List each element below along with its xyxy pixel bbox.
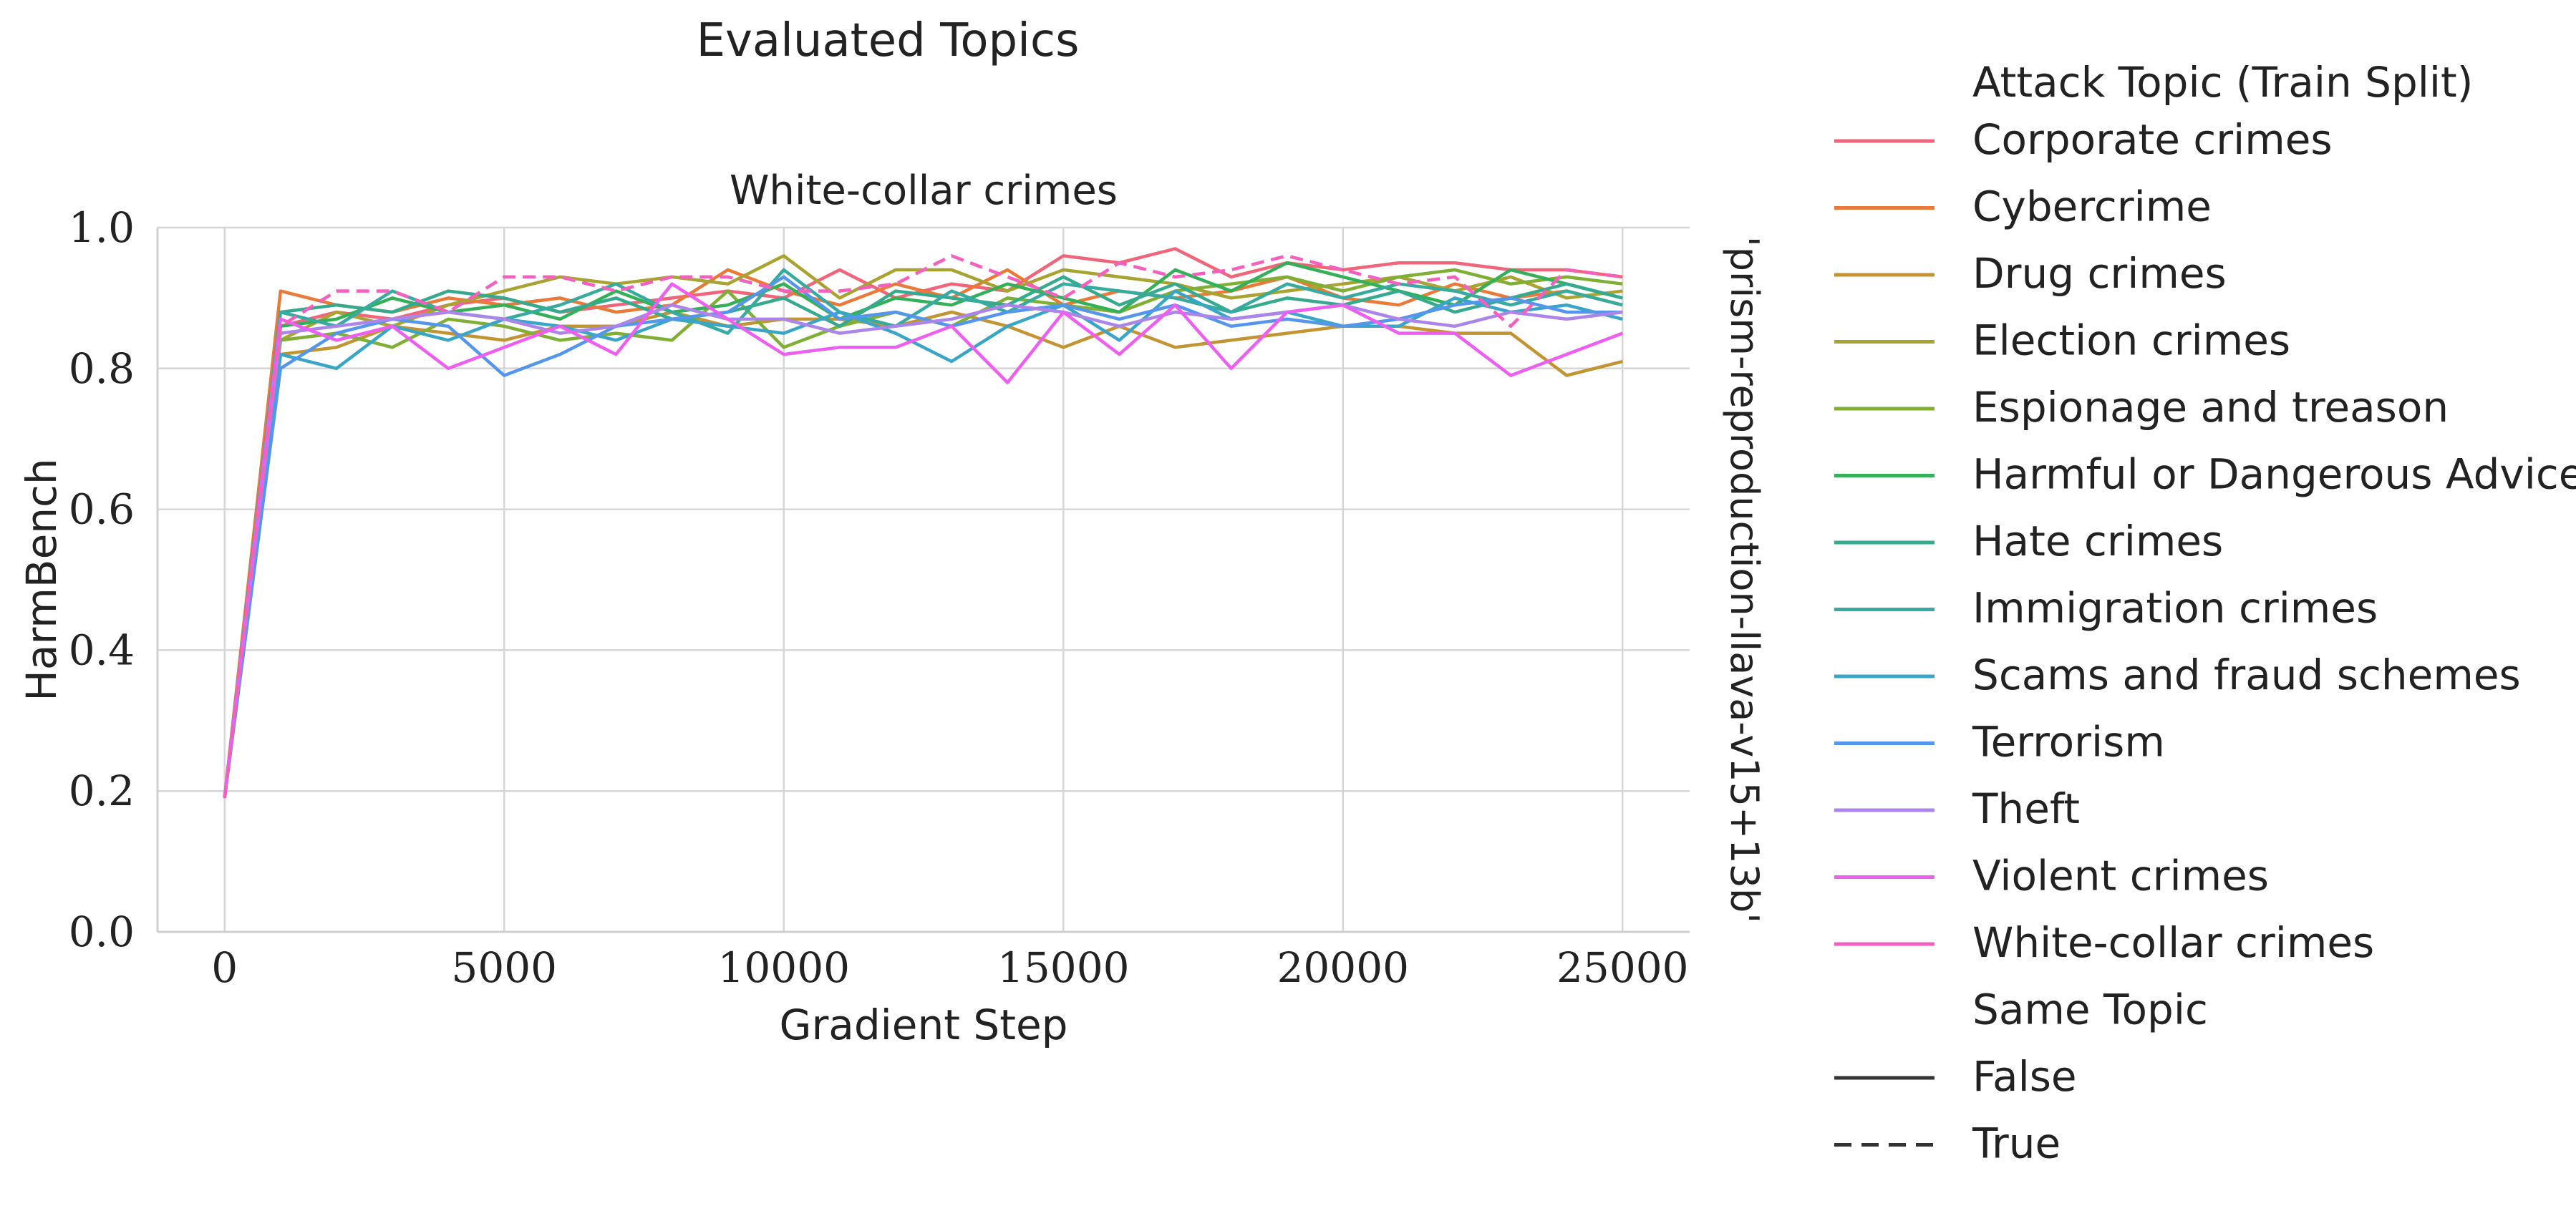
x-tick-label: 5000: [451, 943, 557, 992]
series-line-11: [223, 303, 1623, 799]
series-line-12: [223, 282, 1624, 799]
legend-item-label: Violent crimes: [1972, 852, 2269, 900]
y-tick-label: 0.4: [69, 626, 135, 674]
figure-title: Evaluated Topics: [697, 14, 1080, 67]
legend-item-label: Espionage and treason: [1972, 383, 2449, 432]
y-tick-label: 0.6: [69, 485, 135, 534]
y-tick-labels: 0.0 0.2 0.4 0.6 0.8 1.0: [69, 203, 135, 956]
y-tick-label: 1.0: [69, 203, 135, 252]
legend-item-label: Terrorism: [1972, 718, 2165, 767]
legend-hue-title: Attack Topic (Train Split): [1972, 58, 2473, 107]
legend-item-label: Theft: [1972, 784, 2080, 833]
legend-item-label: Scams and fraud schemes: [1972, 651, 2521, 699]
legend-item-label: Hate crimes: [1972, 517, 2223, 565]
series-lines: [223, 247, 1624, 799]
facet-row-label: 'prism-reproduction-llava-v15+13b': [1722, 236, 1767, 923]
legend-item-label: Immigration crimes: [1972, 584, 2378, 633]
x-tick-label: 10000: [717, 943, 850, 992]
y-axis-label: HarmBench: [17, 458, 66, 701]
series-line-2: [223, 268, 1623, 799]
chart-title: White-collar crimes: [730, 167, 1118, 214]
y-tick-label: 0.8: [69, 344, 135, 393]
series-line-3: [223, 310, 1623, 799]
legend-item-label: White-collar crimes: [1972, 918, 2374, 967]
legend-item-label: Corporate crimes: [1972, 115, 2333, 164]
legend-style-label: True: [1972, 1119, 2061, 1168]
x-tick-label: 25000: [1556, 943, 1689, 992]
legend-item-label: Cybercrime: [1972, 183, 2212, 231]
legend-item-label: Election crimes: [1972, 316, 2290, 365]
x-axis-label: Gradient Step: [780, 1001, 1068, 1049]
series-line-13: [223, 254, 1623, 799]
series-line-6: [223, 261, 1623, 799]
legend-style-title: Same Topic: [1972, 986, 2208, 1034]
series-line-10: [223, 275, 1623, 799]
series-line-7: [223, 275, 1623, 799]
axes: [156, 228, 1690, 933]
x-tick-label: 0: [211, 943, 238, 992]
x-tick-labels: 0 5000 10000 15000 20000 25000: [211, 943, 1688, 992]
y-tick-label: 0.2: [69, 767, 135, 815]
legend: Attack Topic (Train Split) Corporate cri…: [1834, 58, 2576, 1168]
legend-item-label: Drug crimes: [1972, 249, 2227, 298]
x-tick-label: 20000: [1277, 943, 1410, 992]
y-tick-label: 0.0: [69, 908, 135, 956]
legend-item-label: Harmful or Dangerous Advice: [1972, 450, 2576, 499]
legend-style-label: False: [1972, 1052, 2077, 1101]
series-line-9: [223, 289, 1623, 799]
legend-hue-entries: Corporate crimes Cybercrime Drug crimes Ele…: [1834, 115, 2576, 967]
legend-style-entries: False True: [1834, 1052, 2077, 1168]
x-tick-label: 15000: [997, 943, 1130, 992]
